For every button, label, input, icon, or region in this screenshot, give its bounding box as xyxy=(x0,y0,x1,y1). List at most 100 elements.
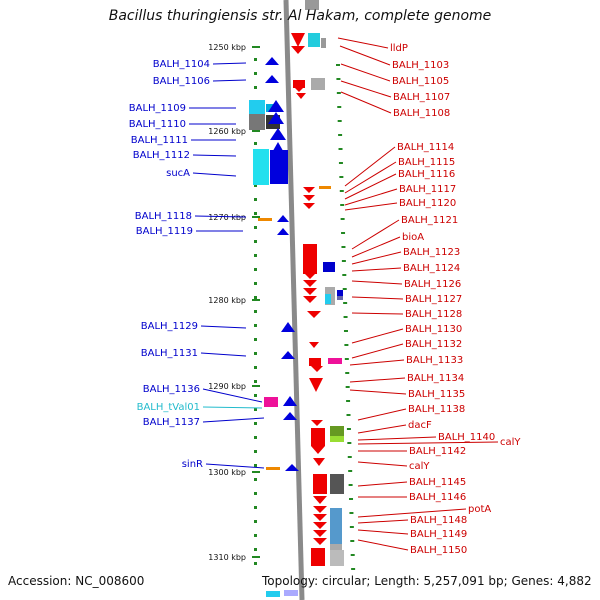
left-label-leader xyxy=(205,463,265,469)
right-gene-label: BALH_1145 xyxy=(409,477,466,488)
left-label-leader xyxy=(200,325,247,329)
gene-block xyxy=(264,397,278,407)
minor-tick xyxy=(346,428,351,430)
right-gene-label: BALH_1124 xyxy=(403,263,460,274)
gene-arrow xyxy=(268,100,284,112)
right-gene-label: BALH_1115 xyxy=(398,157,455,168)
right-gene-label: bioA xyxy=(402,232,424,243)
minor-tick xyxy=(254,240,257,243)
gene-arrow xyxy=(311,366,323,372)
right-label-leader xyxy=(351,280,403,285)
left-label-leader xyxy=(202,388,263,403)
minor-tick xyxy=(254,436,257,439)
gene-arrow xyxy=(313,514,327,521)
gene-block xyxy=(323,262,335,272)
gene-arrow xyxy=(283,396,297,406)
right-label-leader xyxy=(351,236,401,258)
genome-summary-text: Topology: circular; Length: 5,257,091 bp… xyxy=(262,574,592,588)
gene-block xyxy=(330,550,344,566)
right-gene-label: BALH_1133 xyxy=(406,355,463,366)
left-gene-label: BALH_1112 xyxy=(133,150,190,161)
accession-text: Accession: NC_008600 xyxy=(8,574,145,588)
gene-arrow xyxy=(313,506,327,513)
gene-block xyxy=(270,150,288,184)
gene-arrow xyxy=(268,112,284,124)
right-gene-label: BALH_1135 xyxy=(408,389,465,400)
minor-tick xyxy=(351,568,356,570)
gene-block xyxy=(321,38,326,48)
left-gene-label: BALH_1109 xyxy=(129,103,186,114)
minor-tick xyxy=(336,64,340,66)
right-label-leader xyxy=(351,343,404,359)
minor-tick xyxy=(254,324,257,327)
minor-tick xyxy=(254,478,257,481)
gene-block xyxy=(337,290,343,300)
minor-tick xyxy=(350,540,355,542)
right-gene-label: potA xyxy=(468,504,491,515)
minor-tick xyxy=(254,548,257,551)
minor-tick xyxy=(338,148,343,150)
gene-arrow xyxy=(303,248,317,255)
genome-backbone-line xyxy=(283,0,305,600)
minor-tick xyxy=(254,506,257,509)
gene-block xyxy=(330,544,342,550)
right-gene-label: BALH_1128 xyxy=(405,309,462,320)
minor-tick xyxy=(349,498,354,500)
minor-tick xyxy=(254,464,257,467)
gene-arrow xyxy=(281,351,295,359)
minor-tick xyxy=(344,358,349,360)
right-label-leader xyxy=(340,91,392,114)
right-label-leader xyxy=(357,481,408,487)
left-gene-label: BALH_1106 xyxy=(153,76,210,87)
kbp-tick-label: 1270 kbp xyxy=(208,213,246,222)
right-label-leader xyxy=(349,389,407,395)
gene-arrow xyxy=(303,264,317,271)
right-gene-label: BALH_1146 xyxy=(409,492,466,503)
gene-block xyxy=(330,436,344,442)
minor-tick xyxy=(346,414,351,416)
gene-arrow xyxy=(265,75,279,83)
minor-tick xyxy=(349,512,354,514)
minor-tick xyxy=(254,226,257,229)
minor-tick xyxy=(343,302,348,304)
gene-arrow xyxy=(291,46,305,54)
minor-tick xyxy=(343,316,348,318)
right-label-leader xyxy=(357,461,408,467)
minor-tick xyxy=(347,442,352,444)
gene-arrow xyxy=(313,496,327,504)
minor-tick xyxy=(342,274,347,276)
right-label-leader xyxy=(357,508,467,518)
minor-tick xyxy=(339,176,344,178)
minor-tick xyxy=(341,232,346,234)
gene-arrow xyxy=(313,538,327,545)
left-gene-label: sucA xyxy=(166,168,190,179)
gene-arrow xyxy=(307,311,321,318)
minor-tick xyxy=(254,408,257,411)
minor-tick xyxy=(338,162,343,164)
gene-arrow xyxy=(296,93,306,99)
minor-tick xyxy=(349,526,354,528)
left-gene-label: BALH_1110 xyxy=(129,119,186,130)
right-gene-label: BALH_1120 xyxy=(399,198,456,209)
minor-tick xyxy=(346,400,351,402)
left-gene-label: BALH_tVal01 xyxy=(137,402,200,413)
minor-tick xyxy=(336,78,341,80)
right-label-leader xyxy=(349,377,406,383)
minor-tick xyxy=(254,296,257,299)
minor-tick xyxy=(340,218,345,220)
right-gene-label: BALH_1134 xyxy=(407,373,464,384)
minor-tick xyxy=(254,72,257,75)
gene-block xyxy=(319,186,331,189)
left-label-leader xyxy=(200,352,247,357)
minor-tick xyxy=(254,394,257,397)
right-gene-label: BALH_1107 xyxy=(393,92,450,103)
left-gene-label: BALH_1137 xyxy=(143,417,200,428)
right-label-leader xyxy=(344,146,396,187)
gene-block xyxy=(258,218,272,221)
gene-block xyxy=(309,358,321,366)
left-gene-label: BALH_1131 xyxy=(141,348,198,359)
minor-tick xyxy=(254,184,257,187)
gene-block xyxy=(305,0,319,10)
right-label-leader xyxy=(357,436,437,441)
